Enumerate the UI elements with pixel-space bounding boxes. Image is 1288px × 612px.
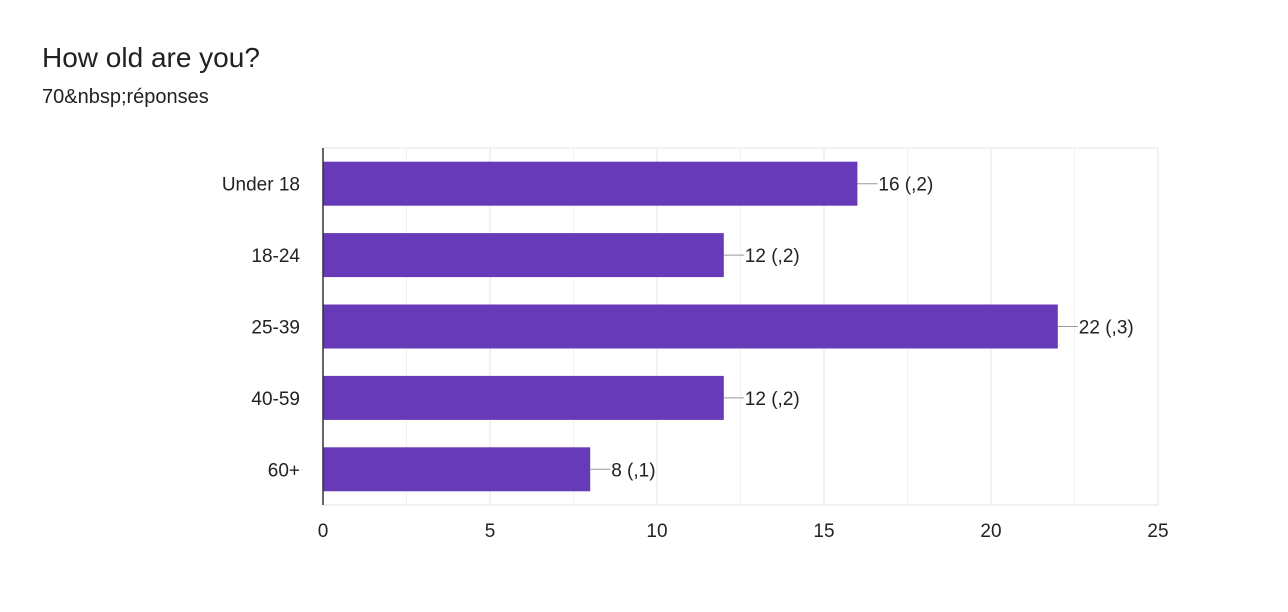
bar <box>323 375 724 420</box>
x-tick-label: 10 <box>646 521 667 542</box>
bar <box>323 447 591 492</box>
bar <box>323 304 1058 349</box>
x-tick-label: 20 <box>980 521 1001 542</box>
data-label: 12 (,2) <box>745 389 800 410</box>
category-label: 40-59 <box>251 389 300 410</box>
data-label: 16 (,2) <box>878 175 933 196</box>
bar <box>323 233 724 278</box>
data-label: 22 (,3) <box>1079 318 1134 339</box>
category-label: 60+ <box>268 460 300 481</box>
chart-title: How old are you? <box>42 42 260 73</box>
response-count: 70&nbsp;réponses <box>42 86 209 108</box>
category-label: 18-24 <box>251 246 300 267</box>
x-tick-label: 15 <box>813 521 834 542</box>
x-tick-label: 25 <box>1147 521 1168 542</box>
x-tick-label: 0 <box>318 521 329 542</box>
category-label: 25-39 <box>251 318 300 339</box>
x-tick-label: 5 <box>485 521 496 542</box>
bar <box>323 161 858 206</box>
category-label: Under 18 <box>222 175 300 196</box>
data-label: 8 (,1) <box>611 460 655 481</box>
data-label: 12 (,2) <box>745 246 800 267</box>
